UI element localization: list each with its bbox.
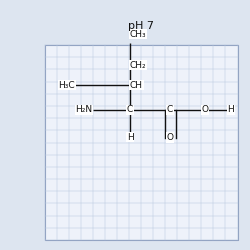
Text: C: C	[167, 106, 173, 114]
Text: H₂N: H₂N	[76, 106, 92, 114]
Text: C: C	[127, 106, 133, 114]
Text: H₂N: H₂N	[76, 106, 92, 114]
Bar	[45, 45, 238, 240]
Text: H: H	[127, 132, 134, 141]
Text: H: H	[228, 106, 234, 114]
Text: CH₂: CH₂	[130, 60, 146, 70]
Text: CH: CH	[130, 80, 143, 90]
Text: H: H	[228, 106, 234, 114]
Text: CH₂: CH₂	[130, 60, 146, 70]
Text: CH₃: CH₃	[130, 30, 146, 39]
Text: pH 7: pH 7	[128, 21, 154, 31]
Text: H₃C: H₃C	[58, 80, 75, 90]
Text: C: C	[167, 106, 173, 114]
Text: CH: CH	[130, 80, 143, 90]
Text: O: O	[202, 106, 208, 114]
Text: O: O	[202, 106, 208, 114]
Text: H: H	[127, 132, 134, 141]
Text: CH₃: CH₃	[130, 30, 146, 39]
Text: O: O	[166, 133, 173, 142]
Text: H₃C: H₃C	[58, 80, 75, 90]
Text: C: C	[127, 106, 133, 114]
Text: O: O	[166, 133, 173, 142]
